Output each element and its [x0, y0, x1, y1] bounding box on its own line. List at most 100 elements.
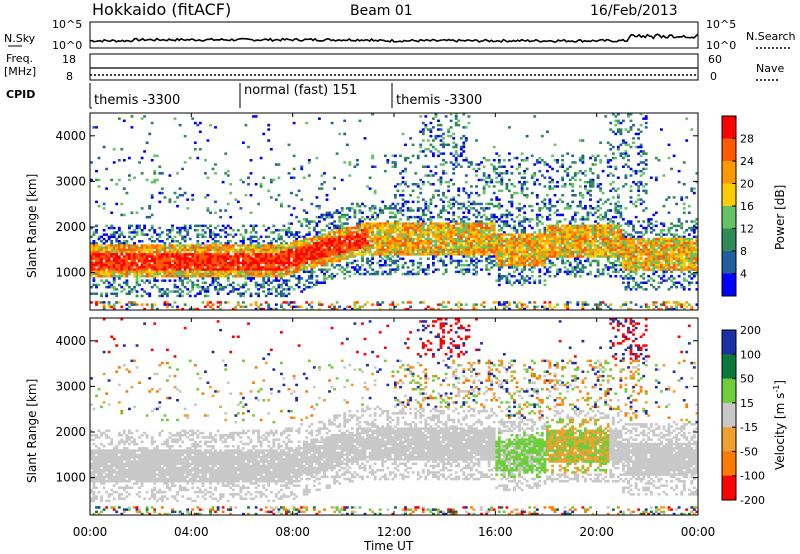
heatmap-cell — [449, 202, 453, 206]
heatmap-cell — [264, 281, 268, 284]
heatmap-cell — [348, 275, 352, 278]
heatmap-cell — [383, 204, 387, 208]
heatmap-cell — [409, 224, 413, 228]
heatmap-cell — [472, 246, 476, 249]
heatmap-cell — [452, 137, 456, 140]
heatmap-cell — [112, 264, 116, 267]
heatmap-cell — [500, 259, 504, 263]
heatmap-cell — [462, 246, 466, 249]
heatmap-cell — [330, 121, 334, 125]
heatmap-cell — [267, 257, 271, 260]
heatmap-cell — [204, 257, 207, 260]
heatmap-cell — [328, 253, 331, 256]
heatmap-cell — [508, 279, 511, 282]
heatmap-cell — [459, 229, 463, 232]
heatmap-cell — [140, 272, 144, 276]
heatmap-cell — [472, 231, 476, 234]
heatmap-cell — [361, 248, 364, 252]
heatmap-cell — [477, 211, 481, 214]
heatmap-cell — [487, 272, 491, 276]
heatmap-cell — [406, 218, 410, 221]
heatmap-cell — [117, 277, 121, 280]
heatmap-cell — [406, 246, 410, 249]
heatmap-cell — [150, 226, 154, 230]
heatmap-cell — [110, 253, 114, 256]
heatmap-cell — [292, 121, 296, 125]
heatmap-cell — [388, 242, 392, 245]
heatmap-cell — [442, 207, 445, 210]
heatmap-cell — [434, 134, 438, 138]
heatmap-cell — [548, 218, 552, 221]
heatmap-cell — [239, 233, 243, 236]
heatmap-cell — [183, 240, 187, 243]
heatmap-cell — [515, 248, 519, 252]
heatmap-cell — [523, 264, 527, 267]
heatmap-cell — [444, 209, 448, 212]
heatmap-cell — [140, 275, 144, 278]
heatmap-cell — [97, 264, 101, 267]
heatmap-cell — [404, 224, 407, 228]
heatmap-cell — [495, 279, 499, 282]
heatmap-cell — [376, 244, 380, 247]
heatmap-cell — [290, 248, 293, 252]
heatmap-cell — [520, 253, 524, 256]
freq-left-tick-bottom: 8 — [66, 70, 73, 83]
heatmap-cell — [462, 229, 466, 232]
heatmap-cell — [193, 250, 197, 254]
heatmap-cell — [97, 255, 101, 258]
heatmap-cell — [523, 250, 527, 254]
heatmap-cell — [153, 268, 157, 271]
heatmap-cell — [394, 253, 397, 256]
heatmap-cell — [183, 303, 187, 306]
heatmap-cell — [520, 283, 524, 287]
heatmap-cell — [421, 218, 425, 221]
heatmap-cell — [581, 226, 585, 230]
heatmap-cell — [244, 305, 248, 309]
heatmap-cell — [244, 264, 248, 267]
heatmap-cell — [540, 257, 544, 260]
heatmap-cell — [358, 250, 362, 254]
heatmap-cell — [424, 126, 428, 129]
heatmap-cell — [206, 264, 210, 267]
heatmap-cell — [502, 237, 506, 241]
heatmap-cell — [181, 246, 185, 249]
heatmap-cell — [171, 224, 174, 228]
heatmap-cell — [122, 255, 126, 258]
heatmap-cell — [122, 246, 126, 249]
heatmap-cell — [198, 268, 202, 271]
heatmap-cell — [168, 198, 172, 201]
heatmap-cell — [553, 275, 557, 278]
heatmap-cell — [568, 261, 572, 265]
heatmap-cell — [173, 266, 177, 269]
heatmap-cell — [234, 307, 238, 311]
heatmap-cell — [204, 244, 207, 247]
heatmap-cell — [449, 307, 453, 311]
heatmap-cell — [482, 235, 486, 239]
heatmap-cell — [350, 253, 354, 256]
heatmap-cell — [269, 307, 273, 311]
heatmap-cell — [515, 253, 519, 256]
heatmap-cell — [394, 196, 397, 199]
heatmap-cell — [209, 272, 212, 276]
heatmap-cell — [363, 237, 367, 241]
heatmap-cell — [356, 253, 359, 256]
heatmap-cell — [112, 303, 116, 306]
heatmap-cell — [533, 307, 537, 311]
heatmap-cell — [459, 233, 463, 236]
heatmap-cell — [411, 272, 415, 276]
heatmap-cell — [160, 172, 164, 175]
heatmap-cell — [267, 275, 271, 278]
heatmap-cell — [439, 226, 443, 230]
heatmap-cell — [432, 215, 435, 219]
heatmap-cell — [100, 266, 103, 269]
heatmap-cell — [92, 244, 96, 247]
heatmap-cell — [523, 303, 527, 306]
heatmap-cell — [125, 264, 129, 267]
heatmap-cell — [457, 202, 461, 206]
heatmap-cell — [140, 279, 144, 282]
heatmap-cell — [356, 270, 359, 274]
heatmap-cell — [280, 272, 283, 276]
heatmap-cell — [523, 237, 527, 241]
heatmap-cell — [307, 257, 311, 260]
heatmap-cell — [561, 154, 565, 158]
